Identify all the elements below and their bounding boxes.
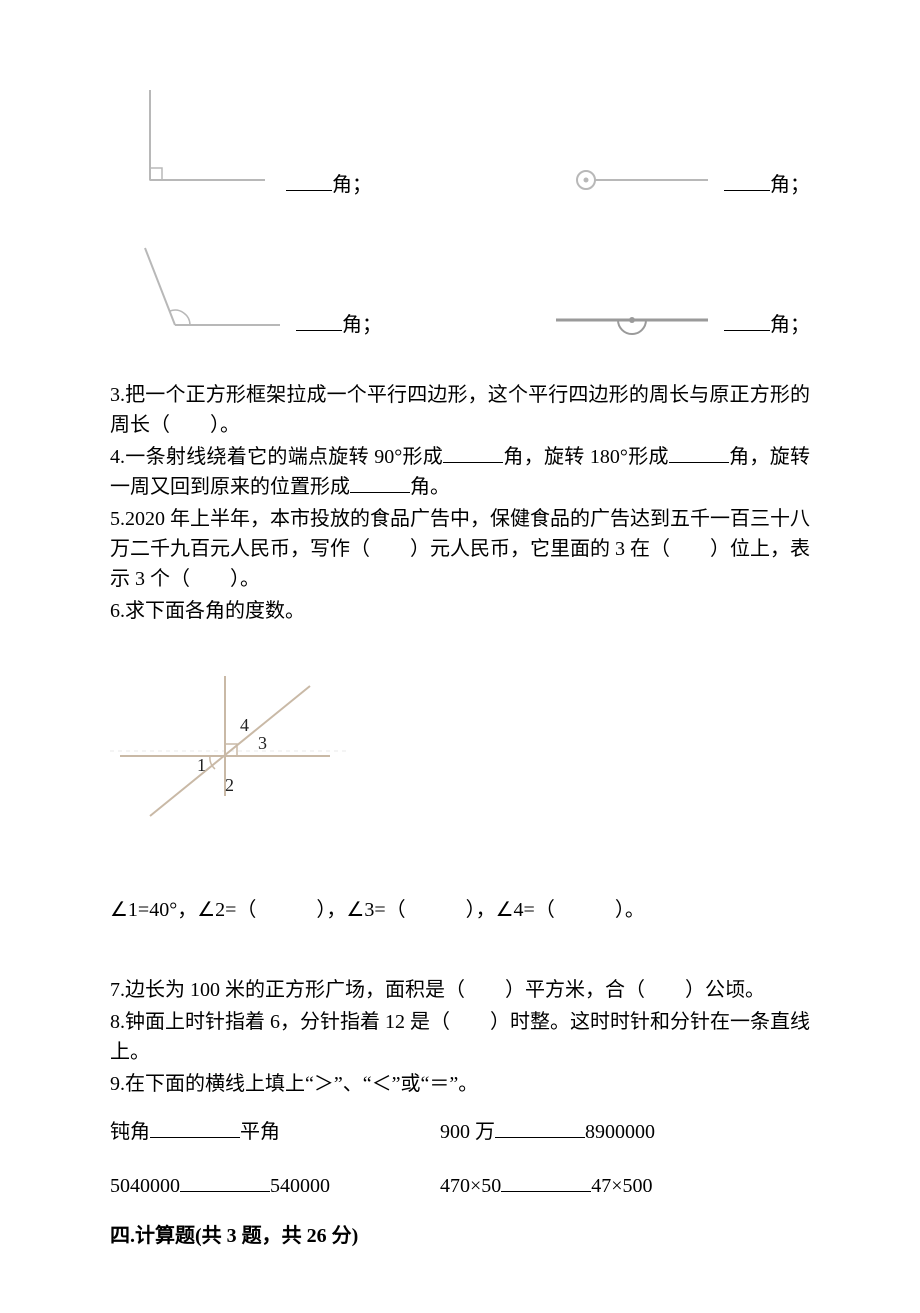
right-angle-svg [110,80,280,200]
right-angle-label: 角； [286,170,372,200]
svg-text:3: 3 [258,733,267,753]
q9-r2-b-right: 47×500 [591,1171,652,1201]
obtuse-angle-svg [110,240,290,340]
question-6-figure: 4 3 1 2 [110,656,810,835]
angle-suffix: 角； [342,310,382,340]
q4-suffix: 角。 [410,476,450,498]
q6-angle-svg: 4 3 1 2 [110,656,350,826]
blank [150,1121,240,1138]
blank [501,1175,591,1192]
figure-obtuse-angle: 角； [110,240,382,340]
figure-zero-angle: 角； [568,160,810,200]
angle-suffix: 角； [770,310,810,340]
question-6-intro: 6.求下面各角的度数。 [110,596,810,626]
blank [495,1121,585,1138]
obtuse-angle-label: 角； [296,310,382,340]
q9-r1-b-right: 8900000 [585,1117,655,1147]
blank [180,1175,270,1192]
question-4: 4.一条射线绕着它的端点旋转 90°形成角，旋转 180°形成角，旋转一周又回到… [110,442,810,502]
q9-r2-a: 5040000 540000 [110,1171,440,1201]
question-8: 8.钟面上时针指着 6，分针指着 12 是（ ）时整。这时时针和分针在一条直线上… [110,1007,810,1067]
angle-figures-row-1: 角； 角； [110,80,810,200]
q9-row-1: 钝角 平角 900 万 8900000 [110,1117,810,1147]
q9-r2-b: 470×50 47×500 [440,1171,653,1201]
q9-r1-a: 钝角 平角 [110,1117,440,1147]
q9-r2-a-left: 5040000 [110,1171,180,1201]
question-7: 7.边长为 100 米的正方形广场，面积是（ ）平方米，合（ ）公顷。 [110,975,810,1005]
blank [350,476,410,493]
blank [669,446,729,463]
q9-r1-b: 900 万 8900000 [440,1117,655,1147]
zero-angle-label: 角； [724,170,810,200]
question-3: 3.把一个正方形框架拉成一个平行四边形，这个平行四边形的周长与原正方形的周长（ … [110,380,810,440]
q9-r1-a-right: 平角 [240,1117,280,1147]
blank [443,446,503,463]
zero-angle-svg [568,160,718,200]
figure-straight-angle: 角； [548,300,810,340]
question-9-intro: 9.在下面的横线上填上“＞”、“＜”或“＝”。 [110,1069,810,1099]
blank [724,314,770,331]
q9-r1-a-left: 钝角 [110,1117,150,1147]
angle-figures-row-2: 角； 角； [110,240,810,340]
q4-mid1: 角，旋转 180°形成 [503,446,669,468]
blank [286,174,332,191]
angle-suffix: 角； [332,170,372,200]
section-4-title: 四.计算题(共 3 题，共 26 分) [110,1221,810,1251]
question-5: 5.2020 年上半年，本市投放的食品广告中，保健食品的广告达到五千一百三十八万… [110,504,810,594]
straight-angle-label: 角； [724,310,810,340]
q4-prefix: 4.一条射线绕着它的端点旋转 90°形成 [110,446,443,468]
angle-suffix: 角； [770,170,810,200]
svg-text:4: 4 [240,715,249,735]
blank [724,174,770,191]
question-6-line: ∠1=40°，∠2=（ ），∠3=（ ），∠4=（ ）。 [110,895,810,925]
blank [296,314,342,331]
figure-right-angle: 角； [110,80,372,200]
q9-r1-b-left: 900 万 [440,1117,495,1147]
svg-text:2: 2 [225,775,234,795]
q9-r2-b-left: 470×50 [440,1171,501,1201]
straight-angle-svg [548,300,718,340]
q9-row-2: 5040000 540000 470×50 47×500 [110,1171,810,1201]
svg-text:1: 1 [197,755,206,775]
q9-r2-a-right: 540000 [270,1171,330,1201]
